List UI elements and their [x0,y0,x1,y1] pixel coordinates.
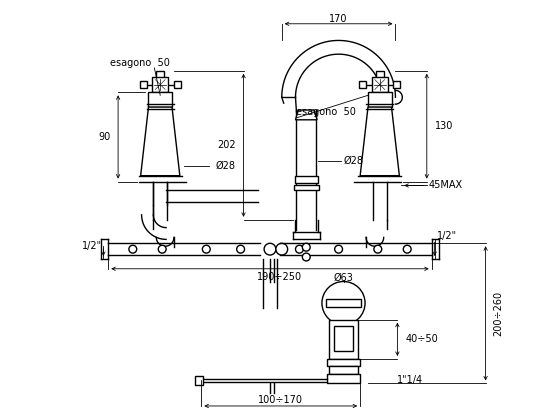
Polygon shape [140,107,180,176]
Polygon shape [148,93,172,107]
Polygon shape [368,93,392,107]
Bar [376,71,384,78]
Circle shape [158,245,166,253]
Bar [334,326,353,351]
Bar [329,366,358,374]
Text: 1"1/4: 1"1/4 [397,375,423,385]
Bar [359,80,366,88]
Bar [376,98,384,105]
Circle shape [202,245,210,253]
Text: 90: 90 [98,132,110,142]
Bar [294,176,318,183]
Circle shape [302,253,310,261]
Text: Ø28: Ø28 [343,156,363,166]
Text: esagono  50: esagono 50 [110,58,170,68]
Text: Ø63: Ø63 [334,273,354,283]
Text: 45MAX: 45MAX [429,181,463,191]
Bar [156,98,164,105]
Text: 1/2": 1/2" [82,241,102,251]
Text: 190÷250: 190÷250 [257,271,302,281]
Bar [372,77,388,93]
Text: 202: 202 [217,140,235,150]
Text: 200÷260: 200÷260 [494,291,503,336]
Bar [140,80,146,88]
Bar [294,186,319,191]
Bar [327,374,360,383]
Circle shape [403,245,411,253]
Bar [329,320,358,359]
Circle shape [264,243,276,255]
Bar [326,299,361,307]
Text: 40÷50: 40÷50 [405,334,438,344]
Text: 1/2": 1/2" [437,231,457,241]
Circle shape [302,243,310,251]
Circle shape [129,245,137,253]
Text: 170: 170 [329,14,348,24]
Bar [327,359,360,366]
Circle shape [335,245,342,253]
Circle shape [295,245,303,253]
Text: 130: 130 [435,121,453,131]
Bar [394,80,400,88]
Circle shape [322,281,365,324]
Text: 100÷170: 100÷170 [258,395,303,405]
Polygon shape [295,110,317,120]
Polygon shape [360,107,400,176]
Bar [152,77,168,93]
Text: esagono  50: esagono 50 [296,107,356,117]
Text: Ø28: Ø28 [215,161,235,171]
Bar [156,71,164,78]
Bar [194,376,204,385]
Circle shape [374,245,382,253]
Bar [174,80,181,88]
Circle shape [276,243,288,255]
Circle shape [237,245,245,253]
